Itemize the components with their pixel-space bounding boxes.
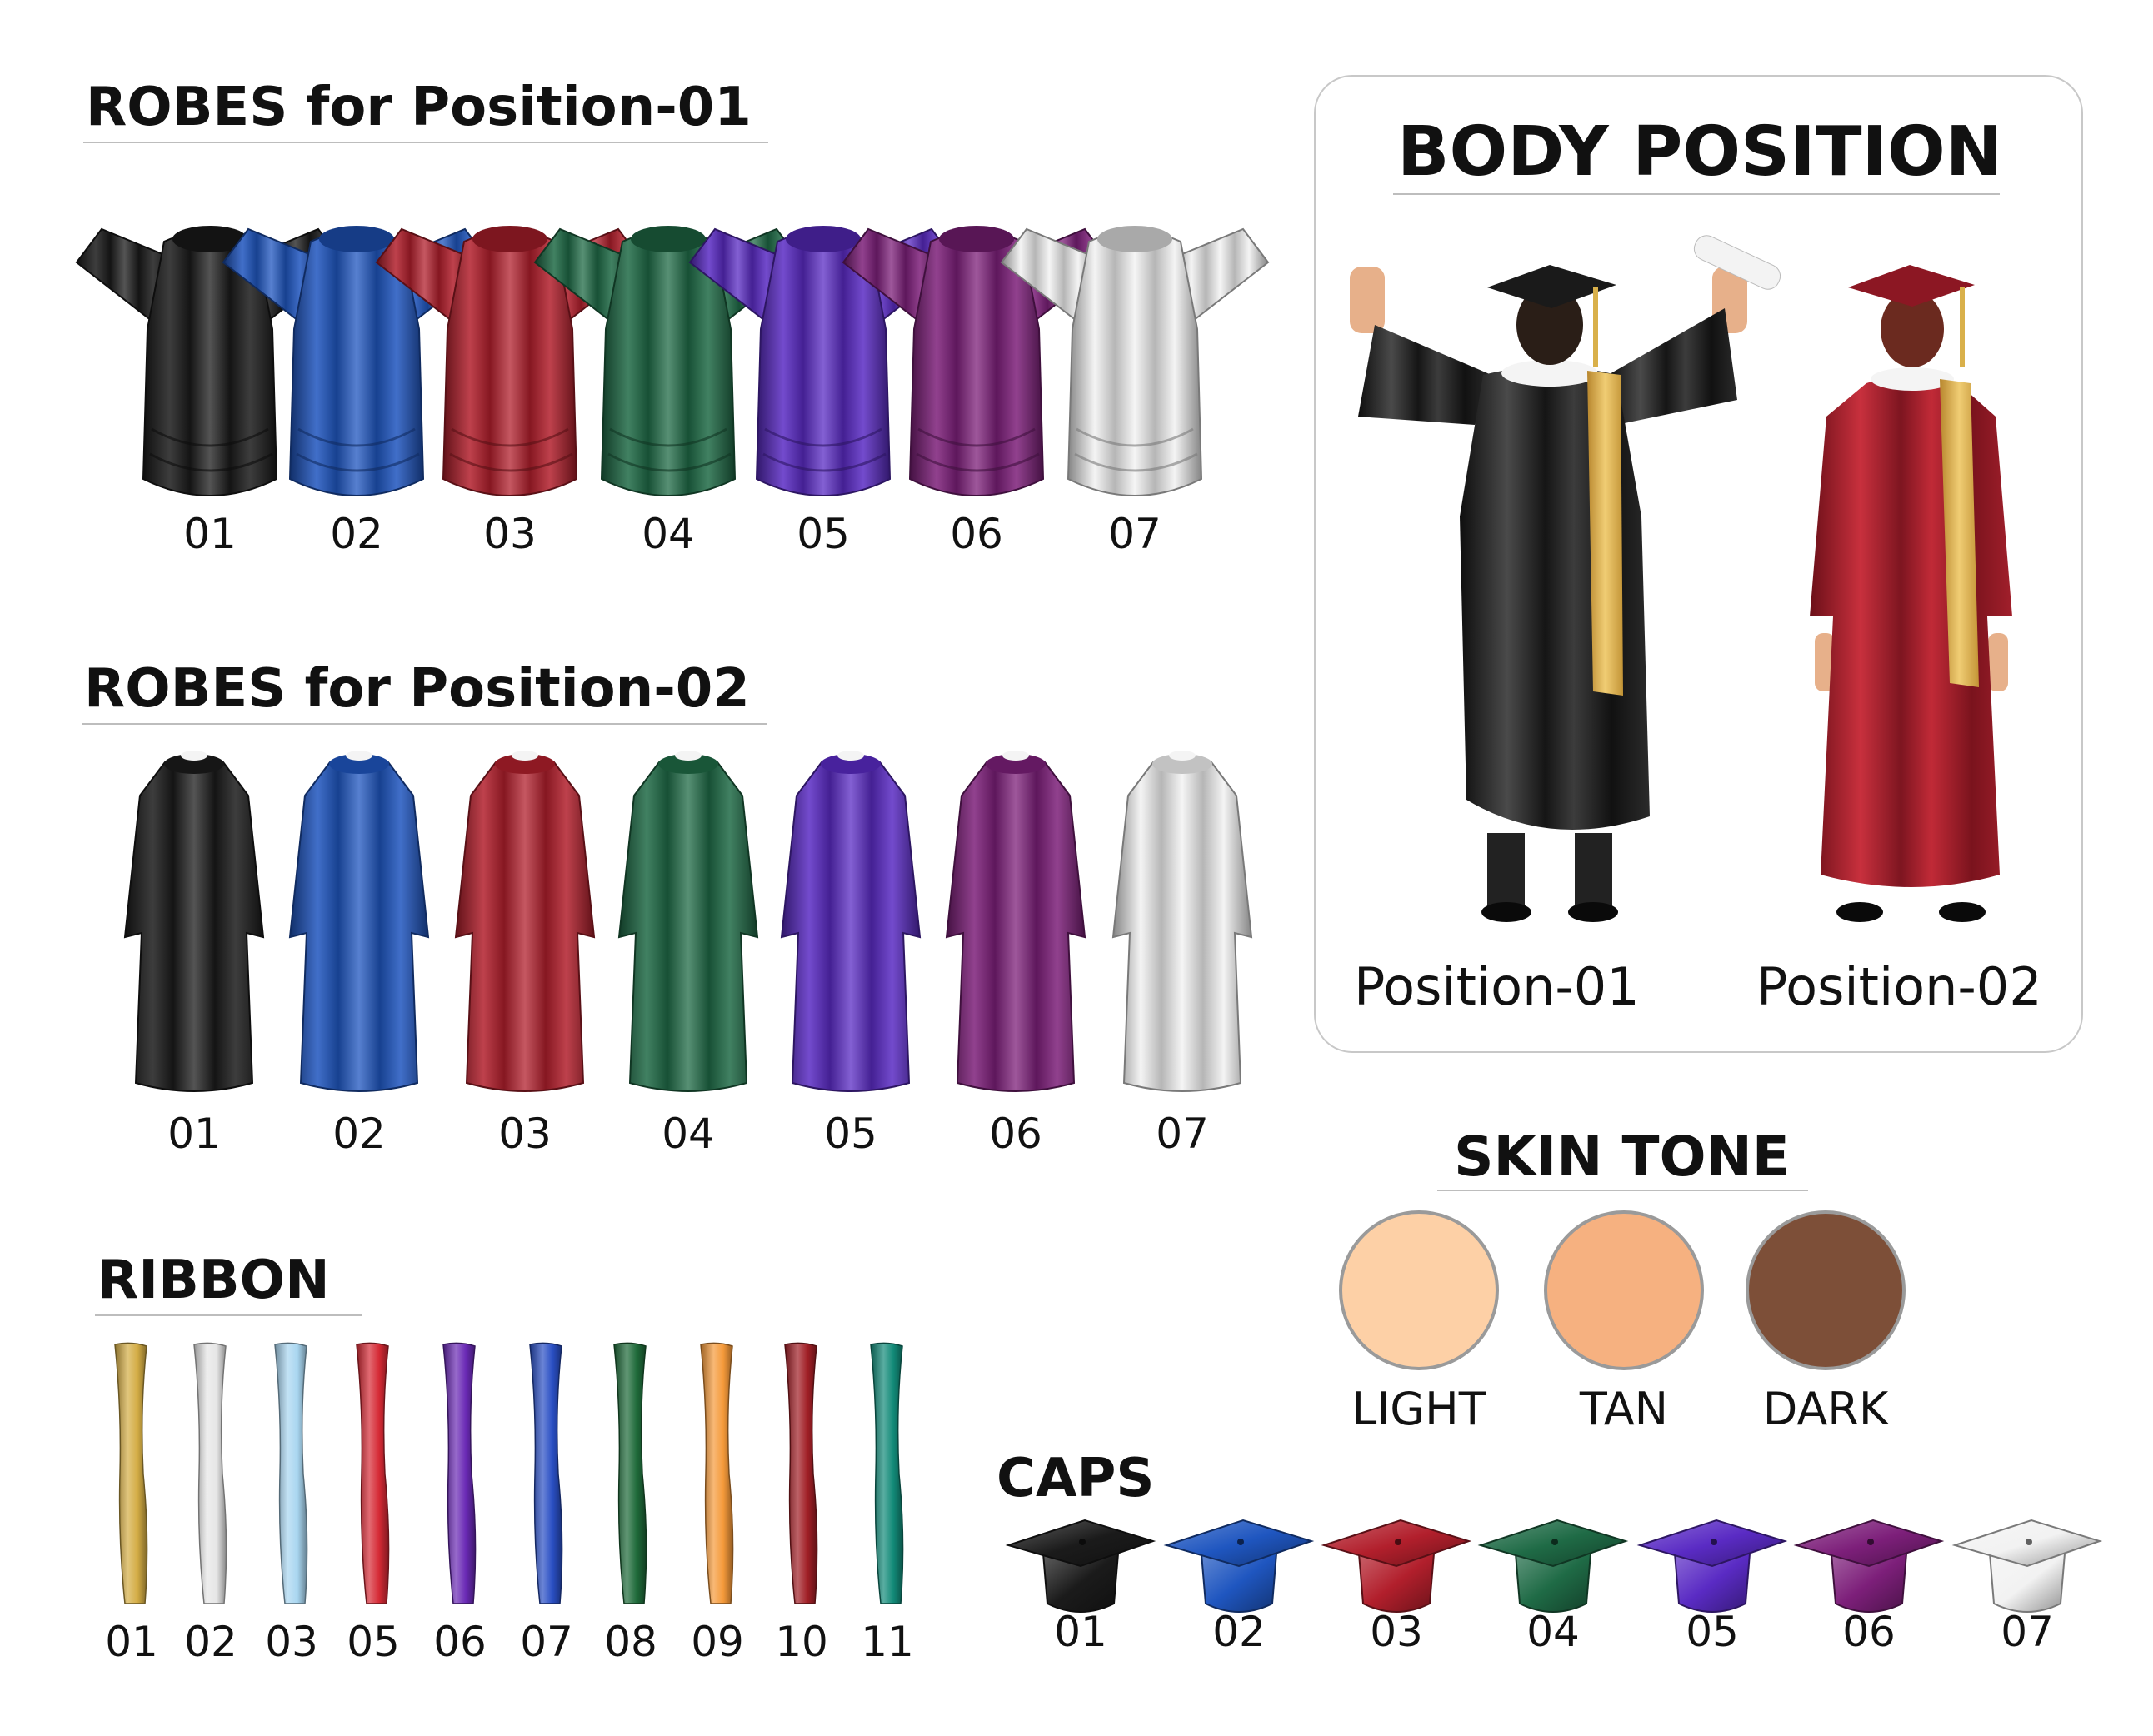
robe-position-02-label: 07 — [1156, 1110, 1209, 1158]
ribbon-icon — [274, 1342, 308, 1604]
robe-position-02-label: 05 — [824, 1110, 877, 1158]
robe-back-icon — [617, 751, 759, 1092]
robe-position-01-label: 04 — [642, 510, 695, 558]
ribbon-icon — [784, 1342, 818, 1604]
ribbon-label: 09 — [691, 1618, 744, 1666]
ribbon-icon — [114, 1342, 148, 1604]
ribbon-heading: RIBBON — [97, 1250, 330, 1311]
ribbon-label: 08 — [604, 1618, 657, 1666]
ribbon-icon — [613, 1342, 647, 1604]
robe-position-02-label: 03 — [498, 1110, 552, 1158]
robes-position-01-underline — [83, 142, 768, 143]
robe-back-icon — [123, 751, 265, 1092]
ribbon-label: 11 — [861, 1618, 914, 1666]
mortarboard-cap-icon — [1793, 1519, 1945, 1613]
robe-position-01-label: 06 — [950, 510, 1003, 558]
cap-label: 05 — [1686, 1608, 1739, 1656]
cap-label: 04 — [1526, 1608, 1580, 1656]
robes-position-01-heading: ROBES for Position-01 — [86, 77, 752, 138]
skin-tone-swatch-light[interactable] — [1339, 1210, 1499, 1370]
skin-tone-swatch-tan[interactable] — [1544, 1210, 1704, 1370]
robe-position-02-label: 01 — [167, 1110, 221, 1158]
ribbon-underline — [95, 1314, 362, 1316]
robe-arms-up-icon — [1000, 226, 1270, 496]
caps-heading: CAPS — [997, 1448, 1155, 1509]
cap-label: 02 — [1212, 1608, 1266, 1656]
ribbon-label: 06 — [433, 1618, 487, 1666]
skin-tone-swatch-dark[interactable] — [1746, 1210, 1906, 1370]
cap-label: 07 — [2001, 1608, 2054, 1656]
skin-tone-heading: SKIN TONE — [1454, 1125, 1790, 1189]
robe-position-02-label: 04 — [662, 1110, 715, 1158]
position-02-label: Position-02 — [1756, 956, 2042, 1017]
ribbon-icon — [193, 1342, 227, 1604]
cap-label: 06 — [1842, 1608, 1896, 1656]
robe-position-01-label: 03 — [483, 510, 537, 558]
robe-arms-up-icon — [375, 226, 645, 496]
skin-tone-underline — [1437, 1190, 1808, 1191]
cap-label: 03 — [1370, 1608, 1423, 1656]
robes-position-02-heading: ROBES for Position-02 — [84, 658, 750, 720]
mortarboard-cap-icon — [1005, 1519, 1156, 1613]
skin-tone-label: DARK — [1762, 1383, 1889, 1435]
mortarboard-cap-icon — [1321, 1519, 1472, 1613]
ribbon-icon — [870, 1342, 904, 1604]
body-position-heading: BODY POSITION — [1397, 112, 2003, 192]
ribbon-label: 03 — [265, 1618, 318, 1666]
ribbon-label: 05 — [347, 1618, 400, 1666]
robes-position-02-underline — [82, 723, 767, 725]
body-position-underline — [1393, 193, 2000, 195]
mortarboard-cap-icon — [1477, 1519, 1629, 1613]
position-01-label: Position-01 — [1354, 956, 1640, 1017]
ribbon-icon — [356, 1342, 390, 1604]
ribbon-label: 02 — [184, 1618, 237, 1666]
robe-position-01-label: 07 — [1108, 510, 1161, 558]
mortarboard-cap-icon — [1163, 1519, 1315, 1613]
ribbon-label: 07 — [520, 1618, 573, 1666]
skin-tone-label: LIGHT — [1351, 1383, 1486, 1435]
robe-position-02-label: 06 — [989, 1110, 1042, 1158]
robe-position-01-label: 01 — [183, 510, 237, 558]
mortarboard-cap-icon — [1636, 1519, 1788, 1613]
cap-label: 01 — [1054, 1608, 1107, 1656]
robe-back-icon — [288, 751, 430, 1092]
skin-tone-label: TAN — [1579, 1383, 1669, 1435]
ribbon-label: 10 — [775, 1618, 828, 1666]
ribbon-label: 01 — [105, 1618, 158, 1666]
robe-back-icon — [780, 751, 922, 1092]
robe-back-icon — [945, 751, 1086, 1092]
ribbon-icon — [700, 1342, 734, 1604]
mortarboard-cap-icon — [1951, 1519, 2103, 1613]
robe-position-01-label: 02 — [330, 510, 383, 558]
robe-position-02-label: 02 — [332, 1110, 386, 1158]
robe-back-icon — [454, 751, 596, 1092]
ribbon-icon — [442, 1342, 477, 1604]
robe-position-01-label: 05 — [797, 510, 850, 558]
ribbon-icon — [529, 1342, 563, 1604]
robe-back-icon — [1111, 751, 1253, 1092]
body-position-panel — [1314, 75, 2083, 1053]
